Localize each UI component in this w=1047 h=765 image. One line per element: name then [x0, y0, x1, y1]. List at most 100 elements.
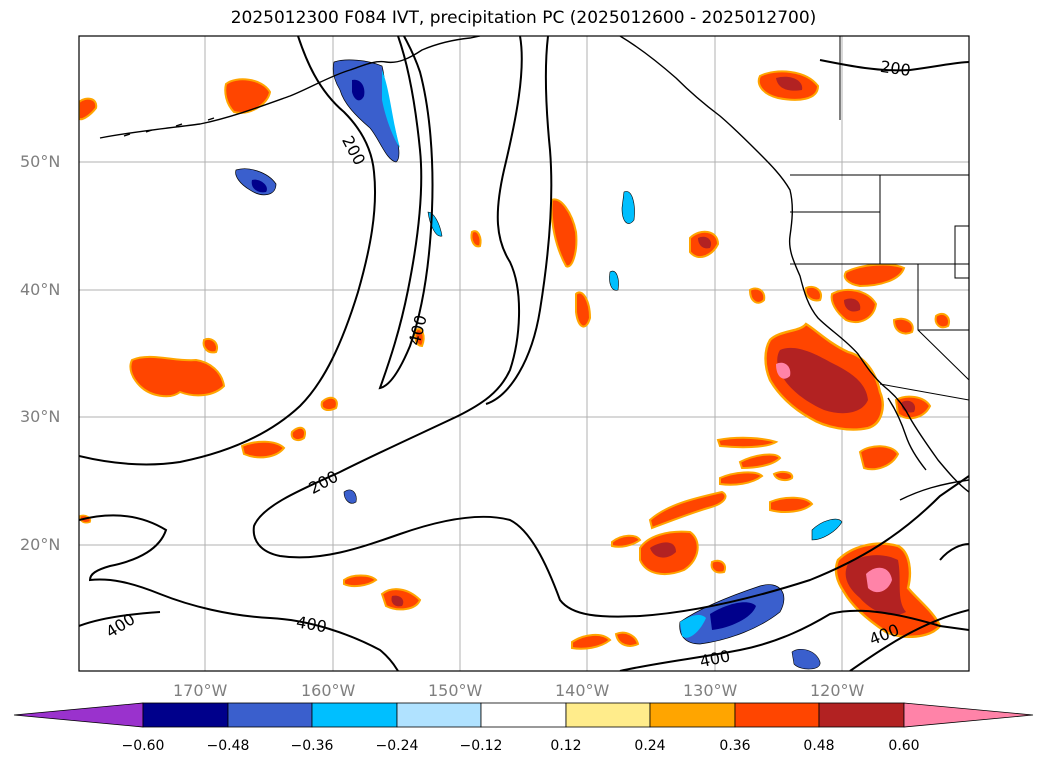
neg-patch-gulf-alaska-core: [352, 79, 365, 101]
pos-patch-116w-south-peak: [866, 567, 892, 593]
pos-patch-130w-streak3: [719, 471, 764, 486]
pos-patch-133w-small: [710, 559, 726, 574]
neg-patch-128w-south-rim: [680, 615, 706, 638]
lat-label-50n: 50°N: [20, 152, 61, 171]
colorbar-bin-1: [142, 702, 229, 728]
colorbar-bin-2: [227, 702, 313, 728]
colorbar-extend-low: [13, 702, 144, 728]
lat-label-20n: 20°N: [20, 535, 61, 554]
ivt-contour-400-inner: [378, 36, 434, 390]
pos-patch-125w-ca-peak: [776, 362, 791, 379]
border-us-mexico: [879, 383, 969, 401]
pos-patch-155w: [414, 328, 425, 348]
neg-patch-128w-south-core: [710, 602, 756, 630]
colorbar-tick-8: 0.36: [719, 738, 751, 754]
pos-patch-158w-mid: [320, 396, 338, 411]
pos-patch-148w: [470, 230, 482, 248]
lon-label-120w: 120°W: [810, 681, 865, 700]
pos-patch-141w: [575, 291, 592, 328]
pos-patch-124w-streak4: [772, 470, 794, 482]
lon-label-170w: 170°W: [173, 681, 228, 700]
neg-patch-122w: [811, 518, 843, 541]
pos-patch-130w-streak1: [716, 436, 779, 449]
neg-patch-124w-bottom: [791, 649, 821, 670]
pos-patch-west-edge: [79, 97, 98, 121]
ivt-contour-400-bottom: [619, 609, 969, 671]
neg-patch-137w-b: [609, 270, 619, 291]
lon-label-130w: 130°W: [683, 681, 738, 700]
pos-patch-125w-ca-core: [777, 347, 868, 414]
pos-patch-137w-bottom: [614, 631, 640, 647]
neg-patch-174w-core: [251, 179, 267, 193]
colorbar-bin-3: [311, 702, 398, 728]
map-title: 2025012300 F084 IVT, precipitation PC (2…: [230, 8, 817, 28]
colorbar-tick-4: −0.24: [375, 738, 419, 754]
pos-patch-118w-d: [858, 445, 900, 471]
colorbar-tick-7: 0.24: [634, 738, 666, 754]
neg-patch-gulf-alaska-rim: [382, 70, 400, 148]
pos-patch-121w-c: [804, 286, 822, 302]
ivt-contour-400-se: [849, 609, 969, 671]
pos-patch-120w-a-core: [844, 298, 861, 312]
colorbar: [13, 702, 1034, 728]
political-borders: [790, 36, 969, 401]
pos-patch-112w-b: [934, 312, 950, 329]
pos-patch-162w-south: [343, 574, 378, 588]
coastline-bc-panhandle: [619, 36, 969, 493]
colorbar-bin-6: [565, 702, 651, 728]
colorbar-tick-5: −0.12: [459, 738, 503, 754]
map-frame: [78, 35, 970, 672]
colorbar-bin-5: [480, 702, 567, 728]
border-east-states: [954, 225, 969, 279]
pos-patch-134w-core: [650, 542, 676, 558]
pos-patch-142w-a: [550, 198, 578, 268]
coastline-alaska-islands: [123, 117, 215, 137]
lon-label-150w: 150°W: [428, 681, 483, 700]
pos-patch-138w-small: [611, 534, 642, 548]
pos-patch-128w-streak2: [738, 453, 782, 470]
colorbar-bin-4: [396, 702, 482, 728]
ivt-contour-400-south: [79, 514, 399, 671]
pos-patch-124w-streak5: [769, 496, 814, 513]
colorbar-tick-1: −0.60: [121, 738, 165, 754]
colorbar-tick-9: 0.48: [803, 738, 835, 754]
ivt-contour-200-ne: [819, 59, 969, 72]
pos-patch-136w-streak: [648, 490, 727, 530]
colorbar-bin-7: [649, 702, 736, 728]
colorbar-tick-6: 0.12: [550, 738, 582, 754]
pos-patch-131w-core: [698, 236, 712, 249]
positive-pc-patches: [79, 70, 950, 650]
pos-patch-176w: [129, 355, 226, 398]
neg-patch-137w-a: [621, 191, 635, 224]
ivt-contour-400-se2: [939, 543, 969, 561]
pos-patch-140w-bottom: [571, 634, 612, 650]
pos-patch-118w-b: [843, 263, 906, 288]
lat-label-40n: 40°N: [20, 280, 61, 299]
neg-patch-158w: [343, 489, 357, 504]
contour-label-200-ne: 200: [879, 57, 912, 80]
pos-patch-155w-south-core: [391, 595, 404, 607]
negative-pc-patches: [235, 59, 843, 670]
pos-patch-170w-south: [240, 440, 286, 459]
coastline-baja: [887, 397, 927, 471]
colorbar-bin-9: [818, 702, 905, 728]
colorbar-tick-3: −0.36: [290, 738, 334, 754]
pos-patch-119w-north-core: [776, 76, 803, 91]
lon-label-140w: 140°W: [555, 681, 610, 700]
ivt-contour-200-west: [79, 36, 377, 466]
pos-patch-164w-south: [290, 426, 306, 441]
pos-patch-115w-b: [892, 317, 914, 335]
ivt-contour-200-east: [485, 36, 553, 405]
ivt-contours: [79, 36, 969, 671]
coastline-alaska: [99, 36, 481, 139]
colorbar-bin-8: [734, 702, 820, 728]
ivt-contour-200-mid: [252, 36, 969, 618]
pos-patch-170w-small: [202, 338, 218, 354]
colorbar-extend-high: [903, 702, 1034, 728]
colorbar-tick-10: 0.60: [888, 738, 920, 754]
pos-patch-124w-b: [748, 287, 766, 304]
ivt-contour-400-southwest: [79, 611, 161, 627]
lon-label-160w: 160°W: [301, 681, 356, 700]
colorbar-tick-2: −0.48: [206, 738, 250, 754]
